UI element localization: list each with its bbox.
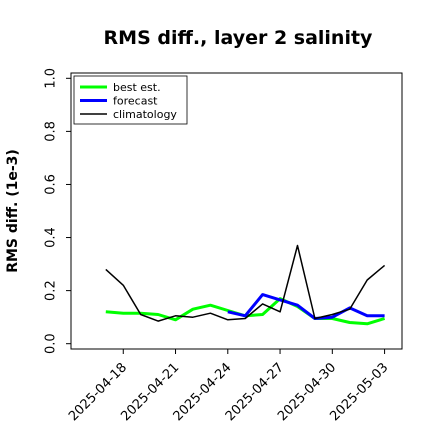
chart-title: RMS diff., layer 2 salinity xyxy=(104,27,374,49)
series-line-forecast xyxy=(227,293,385,320)
plot-frame xyxy=(70,72,403,350)
x-axis-ticks: 2025-04-182025-04-212025-04-242025-04-27… xyxy=(66,349,391,424)
y-tick-label: 0.4 xyxy=(44,227,59,248)
y-axis-ticks: 0.0 0.2 0.4 0.6 0.8 1.0 xyxy=(44,68,71,354)
legend-label: climatology xyxy=(113,108,177,121)
series-layer xyxy=(105,244,386,326)
y-tick-label: 0.2 xyxy=(44,280,59,301)
y-tick-label: 0.6 xyxy=(44,174,59,195)
y-tick-label: 1.0 xyxy=(44,68,59,89)
y-tick-label: 0.8 xyxy=(44,121,59,142)
legend-label: forecast xyxy=(113,95,158,108)
y-tick-label: 0.0 xyxy=(44,333,59,354)
series-line-climatology xyxy=(105,244,386,322)
legend-label: best est. xyxy=(113,81,161,94)
y-axis-label: RMS diff. (1e-3) xyxy=(5,149,21,273)
